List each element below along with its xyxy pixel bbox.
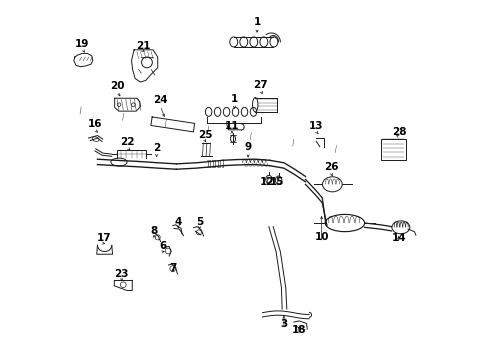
Text: 22: 22 <box>120 138 134 147</box>
Text: 28: 28 <box>391 127 406 136</box>
Text: 20: 20 <box>110 81 124 91</box>
Text: 23: 23 <box>114 269 129 279</box>
Text: 14: 14 <box>390 233 405 243</box>
Text: 16: 16 <box>87 120 102 129</box>
Text: 26: 26 <box>324 162 338 172</box>
Text: 24: 24 <box>153 95 167 105</box>
Text: 17: 17 <box>97 233 111 243</box>
Text: 7: 7 <box>169 263 176 273</box>
Text: 4: 4 <box>174 217 182 227</box>
Text: 6: 6 <box>159 241 166 251</box>
Text: 25: 25 <box>198 130 212 140</box>
Text: 2: 2 <box>153 143 160 153</box>
Text: 5: 5 <box>196 217 203 227</box>
Text: 11: 11 <box>224 121 239 131</box>
Text: 1: 1 <box>230 94 238 104</box>
Text: 27: 27 <box>253 80 267 90</box>
Text: 15: 15 <box>270 177 284 187</box>
Text: 19: 19 <box>75 39 89 49</box>
Text: 8: 8 <box>150 226 158 236</box>
Text: 9: 9 <box>244 142 251 152</box>
Text: 1: 1 <box>253 17 260 27</box>
Text: 18: 18 <box>291 325 305 335</box>
Text: 3: 3 <box>280 319 287 329</box>
Text: 13: 13 <box>308 121 323 131</box>
Text: 12: 12 <box>259 177 273 187</box>
Text: 21: 21 <box>136 41 150 50</box>
Text: 10: 10 <box>314 232 328 242</box>
